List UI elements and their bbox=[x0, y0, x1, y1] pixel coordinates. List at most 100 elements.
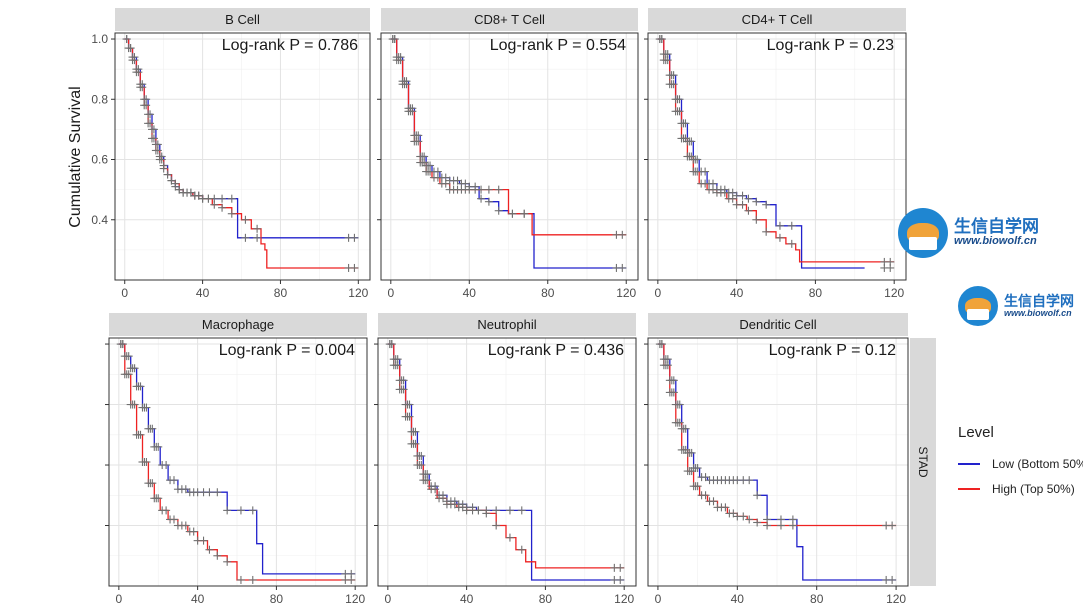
x-tick-label: 0 bbox=[655, 592, 662, 606]
censor-mark bbox=[494, 185, 503, 194]
panel-6: Dendritic Cell 0 40 80 120 Log-rank P = 0.12 bbox=[644, 313, 909, 606]
x-tick-label: 40 bbox=[196, 286, 210, 300]
panel-border bbox=[114, 32, 371, 281]
censor-mark bbox=[136, 430, 145, 439]
censor-mark bbox=[205, 545, 214, 554]
row-strip-label: STAD bbox=[916, 446, 930, 477]
censor-mark bbox=[146, 119, 155, 128]
x-tick-label: 80 bbox=[270, 592, 284, 606]
panel-strip bbox=[115, 8, 370, 31]
censor-mark bbox=[505, 533, 514, 542]
censor-mark bbox=[687, 152, 696, 161]
x-tick-label: 120 bbox=[348, 286, 368, 300]
plot-area bbox=[655, 340, 897, 584]
censor-mark bbox=[393, 361, 402, 370]
plot-area bbox=[116, 340, 356, 584]
censor-mark bbox=[709, 497, 718, 506]
censor-mark bbox=[204, 194, 213, 203]
censor-mark bbox=[227, 194, 236, 203]
panel-title: Neutrophil bbox=[477, 317, 536, 332]
censor-mark bbox=[433, 173, 442, 182]
censor-mark bbox=[136, 382, 145, 391]
censor-mark bbox=[236, 575, 245, 584]
censor-mark bbox=[423, 476, 432, 485]
censor-mark bbox=[687, 448, 696, 457]
panel-5: Neutrophil 0 40 80 120 Log-rank P = 0.436 bbox=[374, 313, 637, 606]
x-tick-label: 40 bbox=[460, 592, 474, 606]
censor-mark bbox=[390, 35, 399, 44]
censor-mark bbox=[210, 200, 219, 209]
logrank-annotation: Log-rank P = 0.23 bbox=[767, 37, 894, 54]
x-tick-label: 40 bbox=[191, 592, 205, 606]
x-tick-label: 120 bbox=[884, 286, 904, 300]
censor-mark bbox=[701, 179, 710, 188]
censor-mark bbox=[146, 110, 155, 119]
censor-mark bbox=[517, 545, 526, 554]
censor-mark bbox=[426, 167, 435, 176]
censor-mark bbox=[787, 221, 796, 230]
x-tick-label: 120 bbox=[616, 286, 636, 300]
censor-mark bbox=[405, 400, 414, 409]
panel-strip bbox=[648, 8, 906, 31]
panel-background bbox=[109, 338, 367, 586]
censor-mark bbox=[669, 80, 678, 89]
y-tick-label: 0.6 bbox=[91, 153, 108, 167]
censor-mark bbox=[669, 376, 678, 385]
censor-mark bbox=[505, 506, 514, 515]
censor-mark bbox=[492, 506, 501, 515]
censor-mark bbox=[408, 107, 417, 116]
censor-mark bbox=[411, 427, 420, 436]
censor-mark bbox=[693, 464, 702, 473]
censor-mark bbox=[417, 451, 426, 460]
legend-label-high: High (Top 50%) bbox=[992, 481, 1075, 496]
legend-key-high bbox=[958, 487, 980, 490]
censor-mark bbox=[405, 412, 414, 421]
censor-mark bbox=[213, 551, 222, 560]
censor-mark bbox=[788, 521, 797, 530]
plot-area bbox=[388, 35, 627, 272]
censor-mark bbox=[745, 476, 754, 485]
logrank-annotation: Log-rank P = 0.786 bbox=[222, 37, 358, 54]
censor-mark bbox=[693, 482, 702, 491]
censor-mark bbox=[153, 146, 162, 155]
plot-area bbox=[122, 35, 359, 272]
censor-mark bbox=[169, 476, 178, 485]
x-tick-label: 80 bbox=[810, 592, 824, 606]
censor-mark bbox=[687, 137, 696, 146]
censor-mark bbox=[681, 119, 690, 128]
panel-title: Macrophage bbox=[202, 317, 274, 332]
row-strip bbox=[910, 338, 936, 586]
censor-mark bbox=[199, 536, 208, 545]
censor-mark bbox=[738, 191, 747, 200]
censor-mark bbox=[223, 506, 232, 515]
censor-mark bbox=[663, 56, 672, 65]
censor-mark bbox=[669, 388, 678, 397]
censor-mark bbox=[687, 467, 696, 476]
panel-border bbox=[380, 32, 639, 281]
censor-mark bbox=[888, 521, 897, 530]
y-tick-label: 1.0 bbox=[91, 32, 108, 46]
censor-mark bbox=[775, 221, 784, 230]
censor-mark bbox=[138, 83, 147, 92]
censor-mark bbox=[154, 494, 163, 503]
plot-area bbox=[655, 35, 895, 272]
censor-mark bbox=[675, 400, 684, 409]
censor-mark bbox=[163, 170, 172, 179]
censor-mark bbox=[399, 385, 408, 394]
censor-mark bbox=[484, 197, 493, 206]
censor-mark bbox=[130, 364, 139, 373]
censor-mark bbox=[517, 506, 526, 515]
panel-border bbox=[377, 337, 637, 587]
censor-mark bbox=[124, 370, 133, 379]
censor-mark bbox=[492, 521, 501, 530]
x-tick-label: 40 bbox=[730, 286, 744, 300]
censor-mark bbox=[721, 503, 730, 512]
censor-mark bbox=[693, 167, 702, 176]
censor-mark bbox=[159, 164, 168, 173]
logrank-annotation: Log-rank P = 0.004 bbox=[219, 342, 355, 359]
panel-background bbox=[115, 33, 370, 280]
censor-mark bbox=[663, 361, 672, 370]
panel-3: CD4+ T Cell 0 40 80 120 Log-rank P = 0.23 bbox=[644, 8, 907, 300]
censor-mark bbox=[675, 95, 684, 104]
censor-mark bbox=[494, 206, 503, 215]
